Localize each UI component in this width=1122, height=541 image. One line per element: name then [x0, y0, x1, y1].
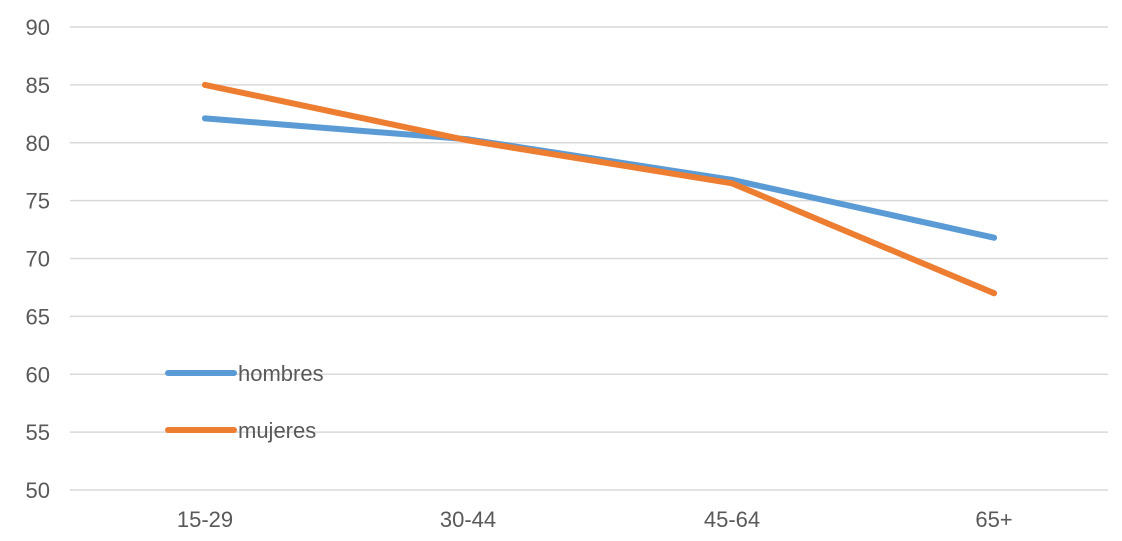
- y-tick-label: 60: [26, 362, 50, 387]
- series-line-mujeres: [202, 81, 997, 297]
- data-point-mujeres: [729, 180, 735, 187]
- x-axis-tick-labels: 15-29 30-44 45-64 65+: [177, 507, 1013, 532]
- x-tick-label: 45-64: [704, 507, 760, 532]
- data-point-hombres: [202, 115, 208, 122]
- legend-label-mujeres: mujeres: [238, 418, 316, 443]
- y-axis-tick-labels: 90 85 80 75 70 65 60 55 50: [26, 15, 50, 503]
- y-tick-label: 75: [26, 189, 50, 214]
- series-lines: [202, 81, 997, 297]
- legend: hombres mujeres: [165, 361, 324, 443]
- y-tick-label: 70: [26, 247, 50, 272]
- y-tick-label: 80: [26, 131, 50, 156]
- legend-label-hombres: hombres: [238, 361, 324, 386]
- data-point-hombres: [991, 234, 997, 241]
- x-tick-label: 15-29: [177, 507, 233, 532]
- y-tick-label: 65: [26, 304, 50, 329]
- data-point-mujeres: [991, 290, 997, 297]
- gridlines: [70, 26, 1108, 491]
- series-line-hombres: [202, 115, 997, 241]
- x-tick-label: 30-44: [440, 507, 496, 532]
- y-tick-label: 50: [26, 478, 50, 503]
- data-point-mujeres: [465, 137, 471, 144]
- data-point-mujeres: [202, 81, 208, 88]
- y-tick-label: 55: [26, 420, 50, 445]
- x-tick-label: 65+: [975, 507, 1012, 532]
- y-tick-label: 85: [26, 73, 50, 98]
- y-tick-label: 90: [26, 15, 50, 40]
